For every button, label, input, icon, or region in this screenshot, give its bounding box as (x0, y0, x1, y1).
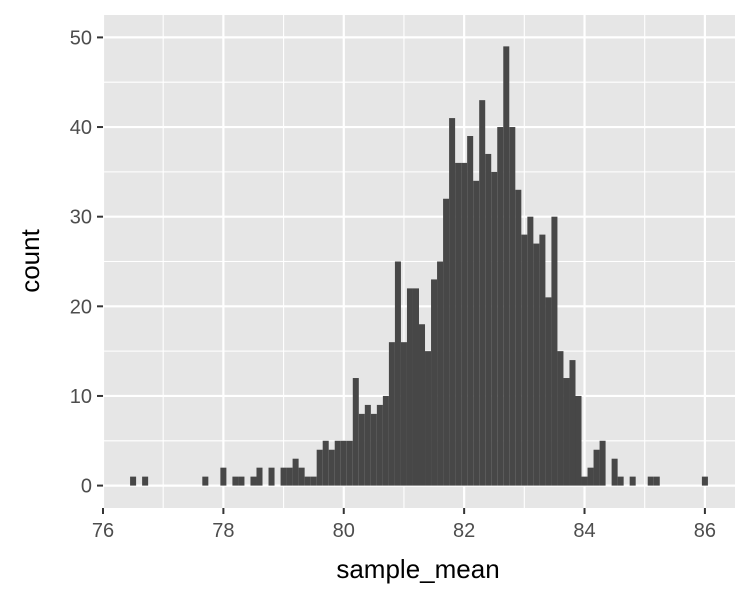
histogram-bar (431, 279, 438, 486)
histogram-bar (322, 440, 329, 486)
histogram-bar (539, 234, 546, 486)
histogram-bar (617, 476, 624, 486)
histogram-bar (473, 180, 480, 486)
x-tick-label: 84 (573, 520, 595, 542)
histogram-bar (400, 342, 407, 486)
y-axis-title: count (15, 228, 45, 292)
histogram-bar (406, 288, 413, 486)
histogram-bar (316, 449, 323, 486)
x-axis: 76 78 80 82 84 86 (92, 508, 716, 542)
histogram-bar (364, 404, 371, 486)
histogram-bar (611, 458, 618, 486)
x-axis-title: sample_mean (336, 554, 499, 584)
histogram-bar (629, 476, 636, 486)
x-tick-label: 86 (694, 520, 716, 542)
histogram-bar (304, 476, 311, 486)
histogram-bar (352, 378, 359, 486)
histogram-bar (419, 324, 426, 486)
histogram-bar (334, 440, 341, 486)
histogram-bar (376, 404, 383, 486)
histogram-bar (256, 467, 263, 486)
histogram-bar (533, 243, 540, 486)
bar-series (130, 46, 708, 486)
y-tick-label: 20 (70, 296, 92, 318)
histogram-bar (382, 395, 389, 486)
histogram-bar (575, 395, 582, 486)
histogram-bar (437, 261, 444, 486)
x-tick-label: 76 (92, 520, 114, 542)
histogram-bar (388, 342, 395, 486)
histogram-bar (467, 136, 474, 486)
histogram-bar (202, 476, 209, 486)
histogram-bar (328, 449, 335, 486)
histogram-bar (461, 162, 468, 486)
histogram-bar (557, 351, 564, 486)
histogram-bar (701, 476, 708, 486)
histogram-bar (358, 413, 365, 486)
y-axis: 0 10 20 30 40 50 (70, 27, 103, 498)
histogram-bar (521, 234, 528, 486)
histogram-bar (346, 440, 353, 486)
x-tick-label: 78 (212, 520, 234, 542)
histogram-bar (479, 100, 486, 486)
histogram-bar (130, 476, 137, 486)
histogram-bar (515, 189, 522, 486)
histogram-bar (310, 476, 317, 486)
histogram-bar (449, 118, 456, 486)
histogram-bar (545, 297, 552, 486)
x-tick-label: 80 (333, 520, 355, 542)
histogram-bar (268, 467, 275, 486)
histogram-bar (232, 476, 239, 486)
histogram-bar (569, 360, 576, 486)
histogram-bar (647, 476, 654, 486)
y-tick-label: 10 (70, 386, 92, 408)
histogram-bar (497, 127, 504, 486)
y-tick-label: 40 (70, 117, 92, 139)
histogram-bar (509, 127, 516, 486)
histogram-bar (298, 467, 305, 486)
histogram-bar (599, 440, 606, 486)
histogram-bar (425, 351, 432, 486)
histogram-bar (250, 476, 257, 486)
histogram-bar (292, 458, 299, 486)
y-tick-label: 0 (81, 476, 92, 498)
histogram-bar (587, 467, 594, 486)
histogram-bar (220, 467, 227, 486)
histogram-bar (581, 476, 588, 486)
histogram-bar (142, 476, 149, 486)
histogram-bar (593, 449, 600, 486)
histogram-bar (286, 467, 293, 486)
y-tick-label: 50 (70, 27, 92, 49)
histogram-bar (563, 378, 570, 486)
x-tick-label: 82 (453, 520, 475, 542)
histogram-bar (394, 261, 401, 486)
histogram-bar (527, 216, 534, 486)
histogram-bar (551, 216, 558, 486)
histogram-bar (455, 162, 462, 486)
histogram-bar (412, 288, 419, 486)
histogram-bar (340, 440, 347, 486)
histogram-bar (503, 46, 510, 486)
histogram-bar (485, 153, 492, 486)
histogram-bar (443, 198, 450, 486)
histogram-bar (491, 171, 498, 486)
histogram-bar (370, 413, 377, 486)
y-tick-label: 30 (70, 207, 92, 229)
histogram-bar (280, 467, 287, 486)
histogram-bar (238, 476, 245, 486)
histogram-bar (653, 476, 660, 486)
